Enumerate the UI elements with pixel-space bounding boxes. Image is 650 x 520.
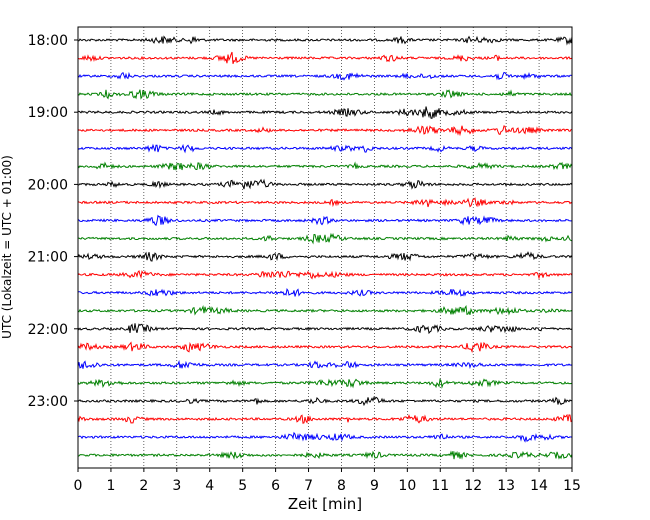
trace-2145 <box>77 305 573 316</box>
trace-2215 <box>77 341 573 354</box>
x-tick-label-14: 14 <box>530 478 548 494</box>
x-axis-label: Zeit [min] <box>288 495 362 513</box>
x-tick-label-5: 5 <box>238 478 247 494</box>
y-tick-label-0: 18:00 <box>28 33 68 49</box>
trace-2000 <box>77 178 573 190</box>
x-tick-label-2: 2 <box>139 478 148 494</box>
trace-1830 <box>77 71 573 81</box>
y-tick-label-2: 20:00 <box>28 177 68 193</box>
trace-2045 <box>77 232 573 245</box>
x-tick-label-1: 1 <box>106 478 115 494</box>
trace-group <box>77 35 573 460</box>
trace-1945 <box>77 161 573 171</box>
trace-2300 <box>77 396 573 407</box>
x-axis: 0 1 2 3 4 5 6 7 8 9 10 11 12 13 14 15 <box>74 468 581 494</box>
trace-2130 <box>77 288 573 297</box>
trace-2230 <box>77 359 573 369</box>
trace-2345 <box>77 450 573 460</box>
trace-2315 <box>77 413 573 424</box>
x-tick-label-8: 8 <box>337 478 346 494</box>
trace-1800 <box>77 35 573 46</box>
x-tick-label-11: 11 <box>431 478 449 494</box>
y-tick-label-4: 22:00 <box>28 322 68 338</box>
trace-2100 <box>77 251 573 262</box>
plot-frame <box>77 26 573 469</box>
trace-2200 <box>77 323 573 335</box>
y-tick-label-5: 23:00 <box>28 394 68 410</box>
x-tick-label-6: 6 <box>271 478 280 494</box>
trace-2245 <box>77 378 573 389</box>
trace-1815 <box>77 51 573 65</box>
y-axis: 18:00 19:00 20:00 21:00 22:00 23:00 <box>28 33 78 410</box>
x-tick-label-15: 15 <box>563 478 581 494</box>
x-tick-label-10: 10 <box>398 478 416 494</box>
trace-1930 <box>77 143 573 154</box>
trace-2030 <box>77 214 573 227</box>
x-tick-label-7: 7 <box>304 478 313 494</box>
x-tick-label-13: 13 <box>497 478 515 494</box>
x-tick-label-0: 0 <box>74 478 83 494</box>
x-tick-label-9: 9 <box>370 478 379 494</box>
x-tick-label-12: 12 <box>464 478 482 494</box>
x-tick-label-4: 4 <box>205 478 214 494</box>
y-tick-label-1: 19:00 <box>28 105 68 121</box>
trace-1900 <box>77 106 573 119</box>
x-tick-label-3: 3 <box>172 478 181 494</box>
trace-2015 <box>77 197 573 208</box>
trace-1845 <box>77 89 573 100</box>
y-axis-label: UTC (Lokalzeit = UTC + 01:00) <box>0 155 14 339</box>
y-tick-label-3: 21:00 <box>28 250 68 266</box>
trace-1915 <box>77 125 573 137</box>
trace-2115 <box>77 269 573 280</box>
trace-2330 <box>77 431 573 443</box>
